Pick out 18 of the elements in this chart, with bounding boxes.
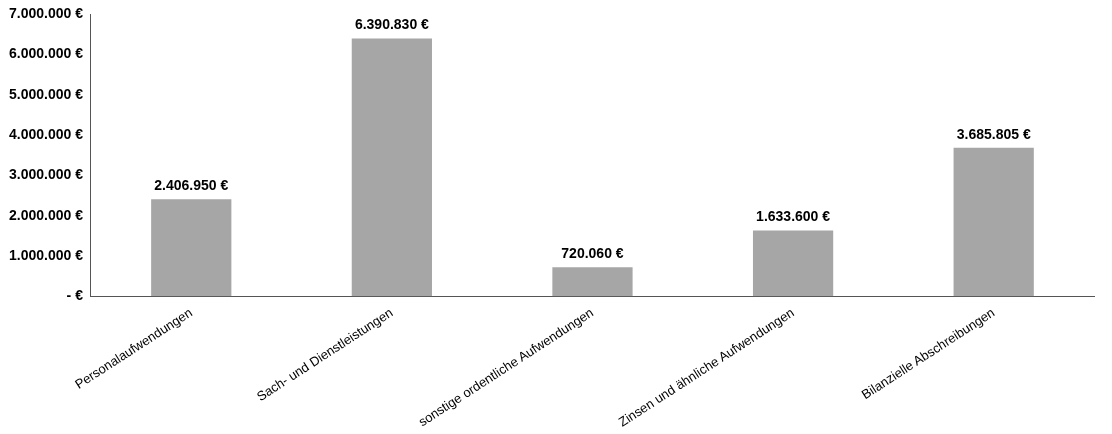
bar [351, 38, 432, 297]
data-label: 1.633.600 € [756, 208, 831, 225]
data-label: 6.390.830 € [354, 16, 430, 33]
y-tick-label: - € [66, 287, 84, 304]
y-tick-label: 6.000.000 € [8, 45, 84, 62]
y-tick-label: 1.000.000 € [8, 246, 84, 263]
data-label: 2.406.950 € [154, 177, 229, 194]
bar [151, 199, 232, 297]
y-tick-label: 2.000.000 € [8, 206, 84, 223]
bar [953, 147, 1034, 297]
y-tick-label: 4.000.000 € [8, 125, 84, 142]
data-label: 720.060 € [561, 245, 624, 262]
y-tick-label: 7.000.000 € [8, 4, 84, 21]
bar [552, 267, 633, 297]
y-tick-label: 5.000.000 € [8, 85, 84, 102]
data-label: 3.685.805 € [956, 125, 1031, 142]
y-tick-label: 3.000.000 € [8, 166, 84, 183]
bar [752, 230, 834, 297]
